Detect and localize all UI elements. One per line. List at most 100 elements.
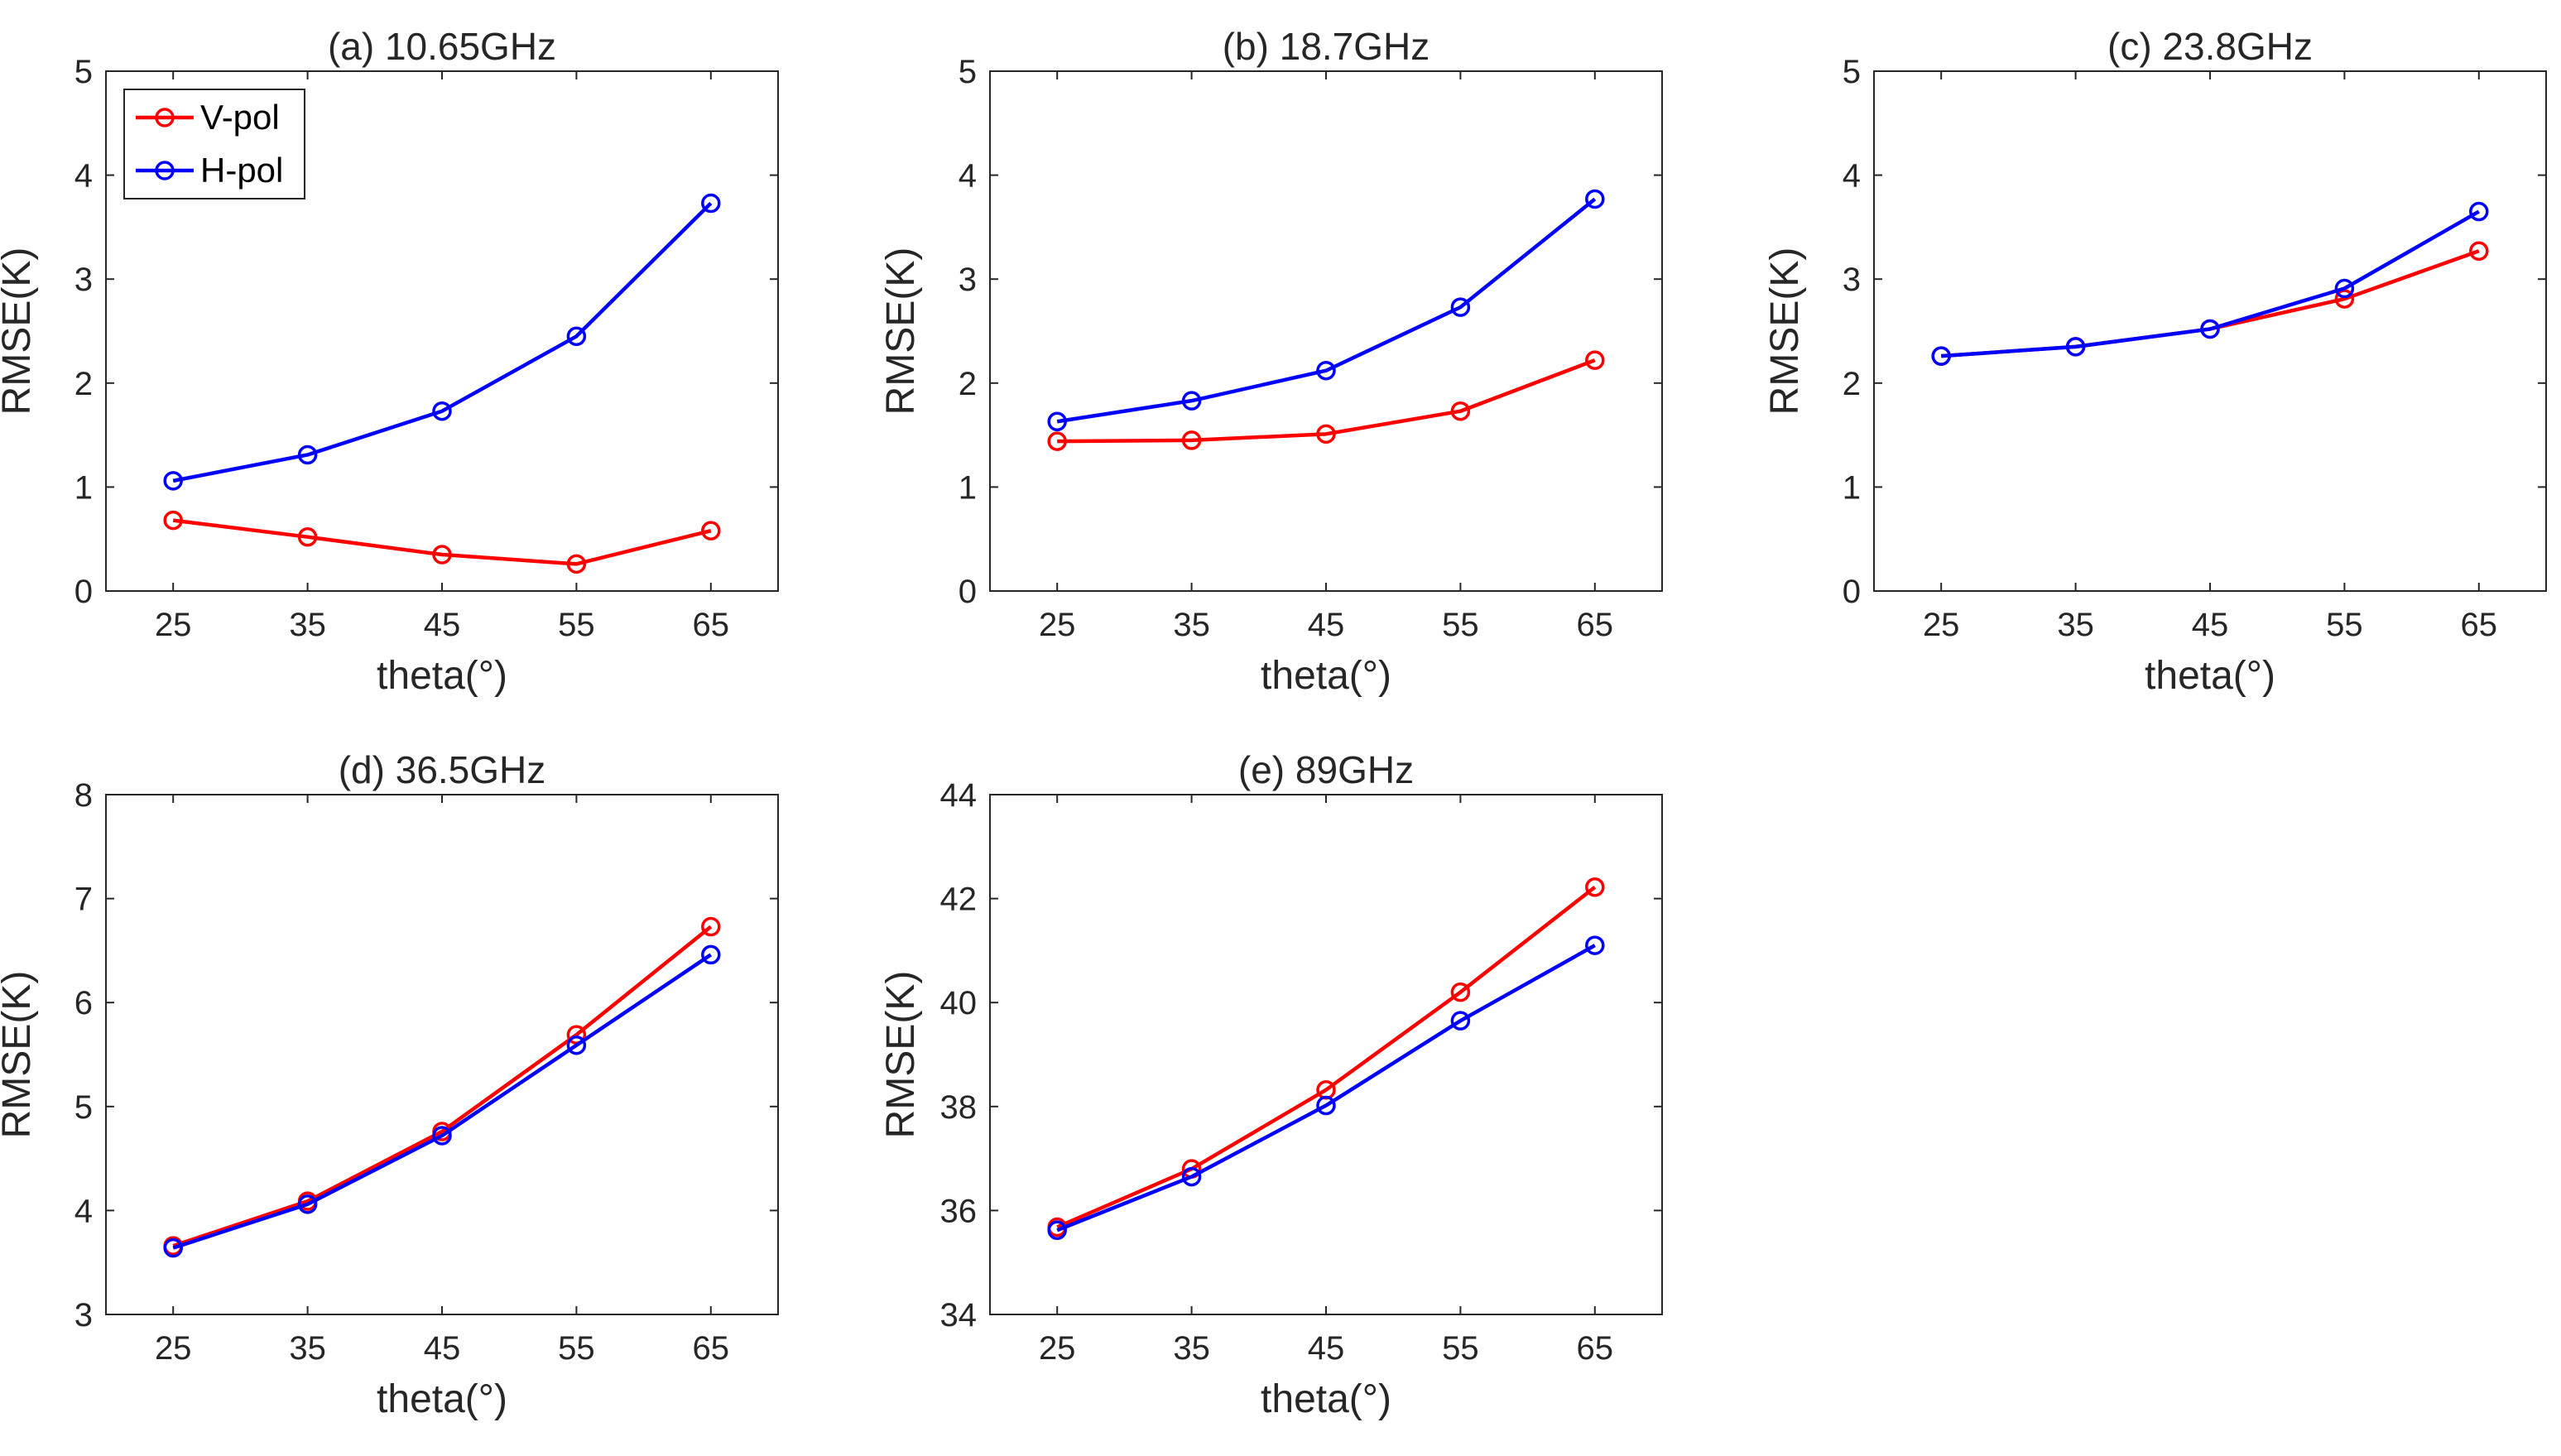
series-line-1 xyxy=(1056,197,1597,424)
data-point xyxy=(1316,424,1336,444)
legend-box xyxy=(123,89,305,199)
y-tick-label: 7 xyxy=(74,882,93,918)
series-line-0 xyxy=(1057,358,1596,444)
series-line-1 xyxy=(1056,944,1596,1233)
legend-swatch-marker xyxy=(155,108,175,127)
chart-title: (d) 36.5GHz xyxy=(339,748,546,791)
x-axis-label: theta(°) xyxy=(2145,654,2275,698)
y-tick-label: 3 xyxy=(959,262,977,298)
plot-area xyxy=(989,70,1663,592)
y-tick-label: 8 xyxy=(74,777,93,814)
plot-area xyxy=(105,794,779,1315)
x-tick-label: 55 xyxy=(1442,1330,1479,1367)
y-tick-label: 40 xyxy=(940,985,978,1021)
x-tick-label: 45 xyxy=(1308,1330,1345,1367)
y-tick-label: 38 xyxy=(940,1089,978,1126)
x-tick-label: 35 xyxy=(289,607,326,643)
x-tick-label: 25 xyxy=(155,607,192,643)
data-point xyxy=(1585,350,1605,370)
y-tick-label: 1 xyxy=(959,469,977,506)
data-point xyxy=(2065,337,2086,357)
x-tick-label: 25 xyxy=(1039,607,1076,643)
x-tick-label: 25 xyxy=(1923,607,1960,643)
y-tick-label: 3 xyxy=(74,262,93,298)
y-axis-label: RMSE(K) xyxy=(879,247,923,416)
y-tick-label: 2 xyxy=(74,366,93,402)
y-tick-label: 6 xyxy=(74,985,93,1021)
y-tick-label: 5 xyxy=(74,54,93,90)
data-point xyxy=(1585,877,1605,897)
y-tick-label: 4 xyxy=(74,1193,93,1229)
x-tick-label: 35 xyxy=(289,1330,326,1367)
data-point xyxy=(1450,297,1471,317)
x-tick-label: 55 xyxy=(2326,607,2363,643)
data-point xyxy=(1450,1011,1471,1031)
data-point xyxy=(1450,982,1471,1002)
plot-area xyxy=(1873,70,2547,592)
series-line-0 xyxy=(172,518,712,566)
data-point xyxy=(701,916,721,937)
data-point xyxy=(297,444,318,465)
y-tick-label: 2 xyxy=(1843,366,1861,402)
y-tick-label: 2 xyxy=(959,366,977,402)
data-point xyxy=(566,1035,587,1055)
y-axis-label: RMSE(K) xyxy=(0,247,39,416)
x-axis-label: theta(°) xyxy=(1261,1377,1391,1421)
series-line-1 xyxy=(172,953,713,1250)
data-point xyxy=(2200,319,2220,339)
data-point xyxy=(2334,278,2355,299)
x-axis-label: theta(°) xyxy=(377,654,507,698)
y-tick-label: 36 xyxy=(940,1193,978,1229)
x-tick-label: 65 xyxy=(693,1330,730,1367)
data-point xyxy=(1450,401,1471,421)
chart-title: (c) 23.8GHz xyxy=(2107,25,2313,68)
data-point xyxy=(701,193,721,214)
y-tick-label: 0 xyxy=(74,574,93,610)
data-point xyxy=(2469,241,2489,262)
data-point xyxy=(1181,391,1202,411)
data-point xyxy=(163,510,183,531)
y-tick-label: 5 xyxy=(74,1089,93,1126)
y-tick-label: 5 xyxy=(959,54,977,90)
data-point xyxy=(1316,1095,1336,1116)
y-axis-label: RMSE(K) xyxy=(1763,247,1807,416)
y-tick-label: 4 xyxy=(959,158,977,195)
data-point xyxy=(297,1194,318,1214)
data-point xyxy=(1931,346,1951,366)
data-point xyxy=(432,1126,452,1146)
x-tick-label: 65 xyxy=(1577,607,1614,643)
x-tick-label: 65 xyxy=(693,607,730,643)
data-point xyxy=(1047,411,1067,432)
data-point xyxy=(297,526,318,547)
x-tick-label: 65 xyxy=(1577,1330,1614,1367)
y-tick-label: 5 xyxy=(1843,54,1861,90)
x-tick-label: 45 xyxy=(2192,607,2229,643)
y-tick-label: 4 xyxy=(74,158,93,195)
x-tick-label: 25 xyxy=(1039,1330,1076,1367)
y-tick-label: 1 xyxy=(1843,469,1861,506)
y-tick-label: 0 xyxy=(959,574,977,610)
x-tick-label: 25 xyxy=(155,1330,192,1367)
data-point xyxy=(1181,1166,1202,1187)
data-point xyxy=(163,1237,183,1258)
y-tick-label: 42 xyxy=(940,882,978,918)
y-tick-label: 4 xyxy=(1843,158,1861,195)
plot-area xyxy=(989,794,1663,1315)
legend-swatch-marker xyxy=(155,161,175,180)
y-tick-label: 3 xyxy=(1843,262,1861,298)
data-point xyxy=(1585,935,1605,955)
y-tick-label: 0 xyxy=(1843,574,1861,610)
data-point xyxy=(701,521,721,541)
x-tick-label: 45 xyxy=(424,607,461,643)
x-tick-label: 55 xyxy=(1442,607,1479,643)
data-point xyxy=(1047,431,1067,451)
data-point xyxy=(1585,189,1605,209)
legend-entry-label: H-pol xyxy=(200,151,283,190)
x-tick-label: 65 xyxy=(2461,607,2498,643)
series-line-0 xyxy=(1056,886,1597,1229)
